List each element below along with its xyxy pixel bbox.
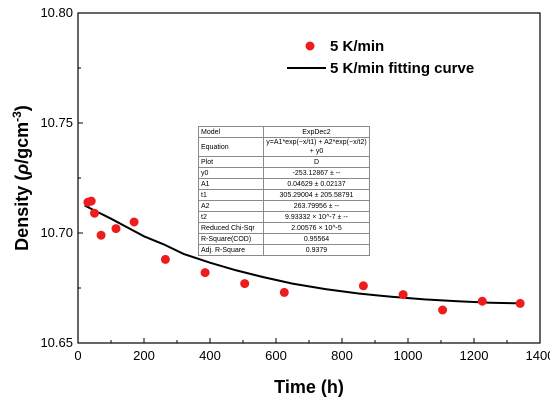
data-point (358, 281, 368, 291)
x-tick-label: 800 (331, 348, 353, 363)
fit-table-value: 9.93332 × 10^-7 ± -- (263, 211, 370, 223)
fit-table-key: Model (198, 126, 264, 138)
data-point (111, 224, 121, 234)
data-point (477, 296, 487, 306)
data-point (279, 287, 289, 297)
fit-table-key: Adj. R-Square (198, 244, 264, 256)
y-tick-label: 10.75 (40, 115, 73, 130)
x-tick-label: 0 (74, 348, 81, 363)
fit-table-key: Equation (198, 137, 264, 157)
y-axis-title-rho: ρ (12, 164, 32, 176)
fit-table-key: R-Square(COD) (198, 233, 264, 245)
fit-table-key: y0 (198, 167, 264, 179)
data-point (200, 268, 210, 278)
data-point (129, 217, 139, 227)
data-point (90, 208, 99, 218)
data-point (86, 196, 96, 206)
fit-table-key: Reduced Chi-Sqr (198, 222, 264, 234)
fit-table-row: Plot D (198, 156, 370, 168)
data-points (83, 196, 525, 315)
x-tick-label: 200 (133, 348, 155, 363)
legend-points-marker (305, 41, 315, 51)
data-point (160, 254, 170, 264)
x-tick-label: 1200 (460, 348, 489, 363)
y-tick-label: 10.65 (40, 335, 73, 350)
fit-table-value: 305.29004 ± 205.58791 (263, 189, 370, 201)
fit-table-row: Reduced Chi-Sqr 2.00576 × 10^-5 (198, 222, 370, 234)
fit-table-value: D (263, 156, 370, 168)
fit-table-value: 2.00576 × 10^-5 (263, 222, 370, 234)
y-tick-label: 10.80 (40, 5, 73, 20)
fit-table-key: A1 (198, 178, 264, 190)
fitting-curve-line (84, 204, 521, 305)
fit-table-key: Plot (198, 156, 264, 168)
x-tick-label: 1000 (394, 348, 423, 363)
fit-table-row: t2 9.93332 × 10^-7 ± -- (198, 211, 370, 223)
legend-curve-label: 5 K/min fitting curve (330, 60, 474, 77)
data-point (240, 279, 250, 289)
fit-table-row: R-Square(COD) 0.95564 (198, 233, 370, 245)
fit-table-row: A2 263.79956 ± -- (198, 200, 370, 212)
fit-table-value: -253.12867 ± -- (263, 167, 370, 179)
data-point (398, 290, 408, 300)
x-tick-label: 600 (265, 348, 287, 363)
legend: 5 K/min 5 K/min fitting curve (287, 38, 474, 77)
fit-table-value: 0.9379 (263, 244, 370, 256)
y-axis-title-mid: /gcm (12, 122, 32, 164)
y-axis-title: Density (ρ/gcm-3) (10, 105, 32, 251)
fit-table-value: 0.95564 (263, 233, 370, 245)
x-tick-labels: 0 200 400 600 800 1000 1200 1400 (74, 348, 550, 363)
fit-table-key: t2 (198, 211, 264, 223)
x-tick-label: 1400 (526, 348, 550, 363)
y-axis-title-sup: -3 (10, 111, 24, 122)
fit-table-row: t1 305.29004 ± 205.58791 (198, 189, 370, 201)
fit-table-value: y=A1*exp(−x/t1) + A2*exp(−x/t2) + y0 (263, 137, 370, 157)
fit-table-row: Adj. R-Square 0.9379 (198, 244, 370, 256)
fit-table-row: Model ExpDec2 (198, 126, 370, 138)
legend-points-label: 5 K/min (330, 38, 384, 55)
axis-ticks (77, 12, 541, 344)
y-axis-title-post: ) (12, 105, 32, 111)
y-tick-label: 10.70 (40, 225, 73, 240)
data-point (96, 230, 106, 240)
x-tick-label: 400 (199, 348, 221, 363)
data-point (438, 305, 448, 315)
fit-table-value: ExpDec2 (263, 126, 370, 138)
fit-table-row: A1 0.04629 ± 0.02137 (198, 178, 370, 190)
fit-table-row: y0 -253.12867 ± -- (198, 167, 370, 179)
y-axis-title-pre: Density ( (12, 175, 32, 251)
fit-table-key: t1 (198, 189, 264, 201)
x-axis-title: Time (h) (274, 377, 344, 397)
data-point (515, 298, 525, 308)
fit-table-value: 263.79956 ± -- (263, 200, 370, 212)
fit-parameters-table: Model ExpDec2 Equation y=A1*exp(−x/t1) + A2… (198, 126, 370, 256)
fit-table-row: Equation y=A1*exp(−x/t1) + A2*exp(−x/t2) … (198, 137, 370, 157)
fit-table-value: 0.04629 ± 0.02137 (263, 178, 370, 190)
fit-table-key: A2 (198, 200, 264, 212)
y-tick-labels: 10.65 10.70 10.75 10.80 (40, 5, 73, 350)
